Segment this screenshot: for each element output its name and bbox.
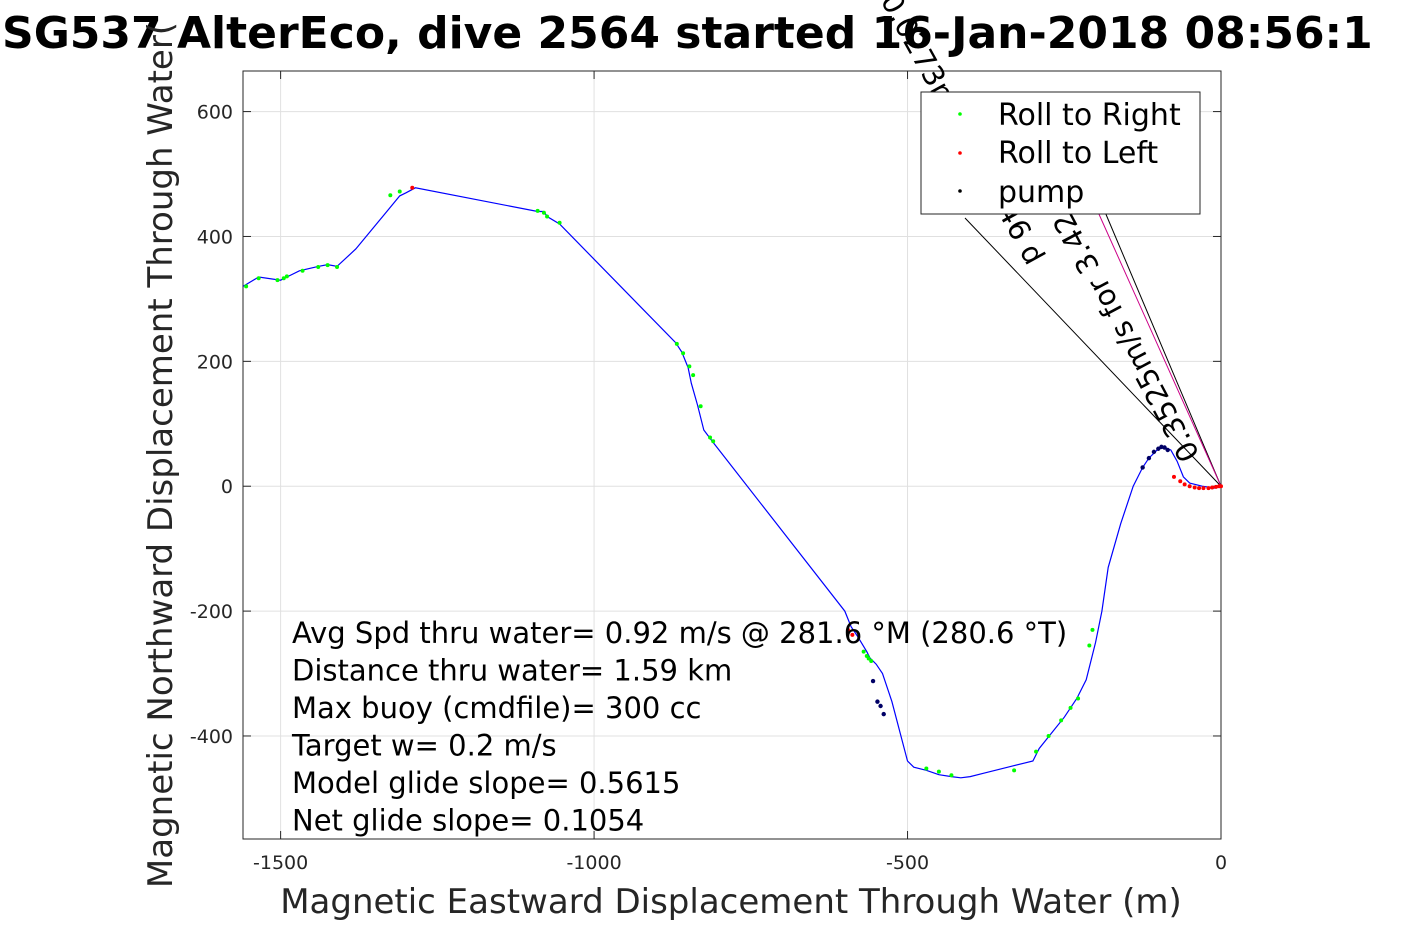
pump-point: [870, 678, 876, 684]
stats-annotation-line: Model glide slope= 0.5615: [292, 766, 680, 800]
roll-right-point: [244, 284, 249, 289]
roll-right-point: [949, 773, 954, 778]
series-markers: [244, 185, 1223, 778]
roll-right-point: [316, 265, 321, 270]
y-tick-label: 400: [197, 226, 233, 248]
roll-left-point: [1178, 479, 1183, 484]
roll-right-point: [535, 208, 540, 213]
roll-right-point: [1076, 696, 1081, 701]
surface-drift-label: 0.3525m/s for 3.42 hr: [1027, 172, 1206, 468]
legend-label-roll-left: Roll to Left: [998, 136, 1158, 171]
y-tick-label: 0: [221, 476, 233, 498]
pump-point: [1162, 445, 1167, 450]
roll-right-point: [541, 210, 546, 215]
roll-right-point: [936, 769, 941, 774]
y-tick-label: 200: [197, 351, 233, 373]
roll-right-point: [275, 278, 280, 283]
roll-right-point: [325, 263, 330, 268]
stats-annotation-line: Max buoy (cmdfile)= 300 cc: [292, 691, 701, 725]
current-vector-line: [964, 217, 1222, 487]
roll-right-point: [1046, 733, 1051, 738]
roll-right-point: [281, 276, 286, 281]
y-axis-label: Magnetic Northward Displacement Through …: [141, 22, 181, 888]
roll-right-point: [687, 364, 692, 369]
plot-area-frame: [242, 70, 1222, 840]
pump-point: [881, 711, 886, 717]
roll-right-point: [1068, 705, 1073, 710]
roll-right-point: [681, 351, 686, 356]
y-tick-label: -400: [190, 726, 233, 748]
roll-left-point: [1197, 486, 1202, 491]
legend: Roll to Right Roll to Left pump: [920, 91, 1201, 215]
legend-label-roll-right: Roll to Right: [998, 98, 1181, 133]
roll-right-point: [1090, 627, 1095, 632]
axis-ticks: -1500 -1000 -500 0 -400 -200 0 200 400 600: [190, 71, 1227, 874]
roll-left-point: [1171, 474, 1176, 479]
roll-right-point: [861, 649, 866, 654]
roll-left-point: [845, 627, 850, 632]
legend-marker-pump: [958, 189, 962, 193]
pump-point: [878, 703, 883, 709]
roll-right-point: [708, 435, 713, 440]
roll-right-point: [388, 193, 393, 198]
roll-right-point: [1087, 643, 1092, 648]
roll-left-point: [1182, 482, 1187, 487]
legend-label-pump: pump: [998, 175, 1084, 210]
x-tick-label: 0: [1215, 852, 1227, 874]
x-tick-label: -1500: [253, 852, 308, 874]
roll-right-point: [335, 265, 340, 270]
roll-left-point: [1210, 485, 1215, 490]
stats-annotation-line: Net glide slope= 0.1054: [292, 804, 644, 838]
roll-right-point: [397, 189, 402, 194]
roll-right-point: [545, 214, 550, 219]
roll-right-point: [711, 439, 716, 444]
roll-left-point: [1213, 484, 1218, 489]
roll-right-point: [869, 659, 874, 664]
legend-marker-roll-right: [958, 112, 962, 116]
roll-right-point: [300, 268, 305, 273]
pump-point: [1146, 455, 1152, 461]
roll-right-point: [866, 656, 871, 661]
stats-annotation-line: Avg Spd thru water= 0.92 m/s @ 281.6 °M …: [292, 616, 1067, 650]
roll-right-point: [1034, 749, 1039, 754]
roll-right-point: [674, 341, 679, 346]
roll-left-point: [1201, 486, 1206, 491]
stats-annotation-line: Target w= 0.2 m/s: [291, 729, 557, 763]
roll-right-point: [1059, 718, 1064, 723]
chart-title: SG537 AlterEco, dive 2564 started 16-Jan…: [2, 8, 1373, 59]
roll-left-point: [850, 632, 855, 637]
pump-point: [875, 699, 880, 704]
roll-right-point: [698, 404, 703, 409]
roll-left-point: [1187, 484, 1192, 489]
roll-right-point: [924, 766, 929, 771]
roll-right-point: [557, 220, 562, 225]
y-tick-label: 600: [197, 102, 233, 124]
roll-right-point: [284, 274, 289, 279]
roll-right-point: [1012, 768, 1017, 773]
roll-left-point: [410, 185, 415, 190]
current-vector: 0.0273m/s for 0.46 d0.3525m/s for 3.42 h…: [874, 0, 1222, 487]
pump-point: [1151, 449, 1157, 455]
roll-left-point: [1206, 486, 1211, 491]
y-tick-label: -200: [190, 601, 233, 623]
legend-marker-roll-left: [958, 151, 962, 155]
series-track-line: [242, 187, 1222, 779]
roll-right-point: [691, 373, 696, 378]
stats-annotation-line: Distance thru water= 1.59 km: [292, 654, 732, 688]
pump-point: [1140, 465, 1145, 470]
stats-annotations: Avg Spd thru water= 0.92 m/s @ 281.6 °M …: [291, 616, 1067, 838]
roll-right-point: [256, 276, 261, 281]
surface-drift-line: [1097, 211, 1222, 487]
roll-left-point: [1192, 485, 1197, 490]
x-tick-label: -500: [886, 852, 929, 874]
x-axis-label: Magnetic Eastward Displacement Through W…: [280, 882, 1182, 922]
x-tick-label: -1000: [566, 852, 621, 874]
current-vector-line: [1104, 211, 1222, 487]
roll-left-point: [1219, 484, 1223, 489]
legend-box: [920, 91, 1201, 215]
pump-point: [1165, 447, 1170, 453]
